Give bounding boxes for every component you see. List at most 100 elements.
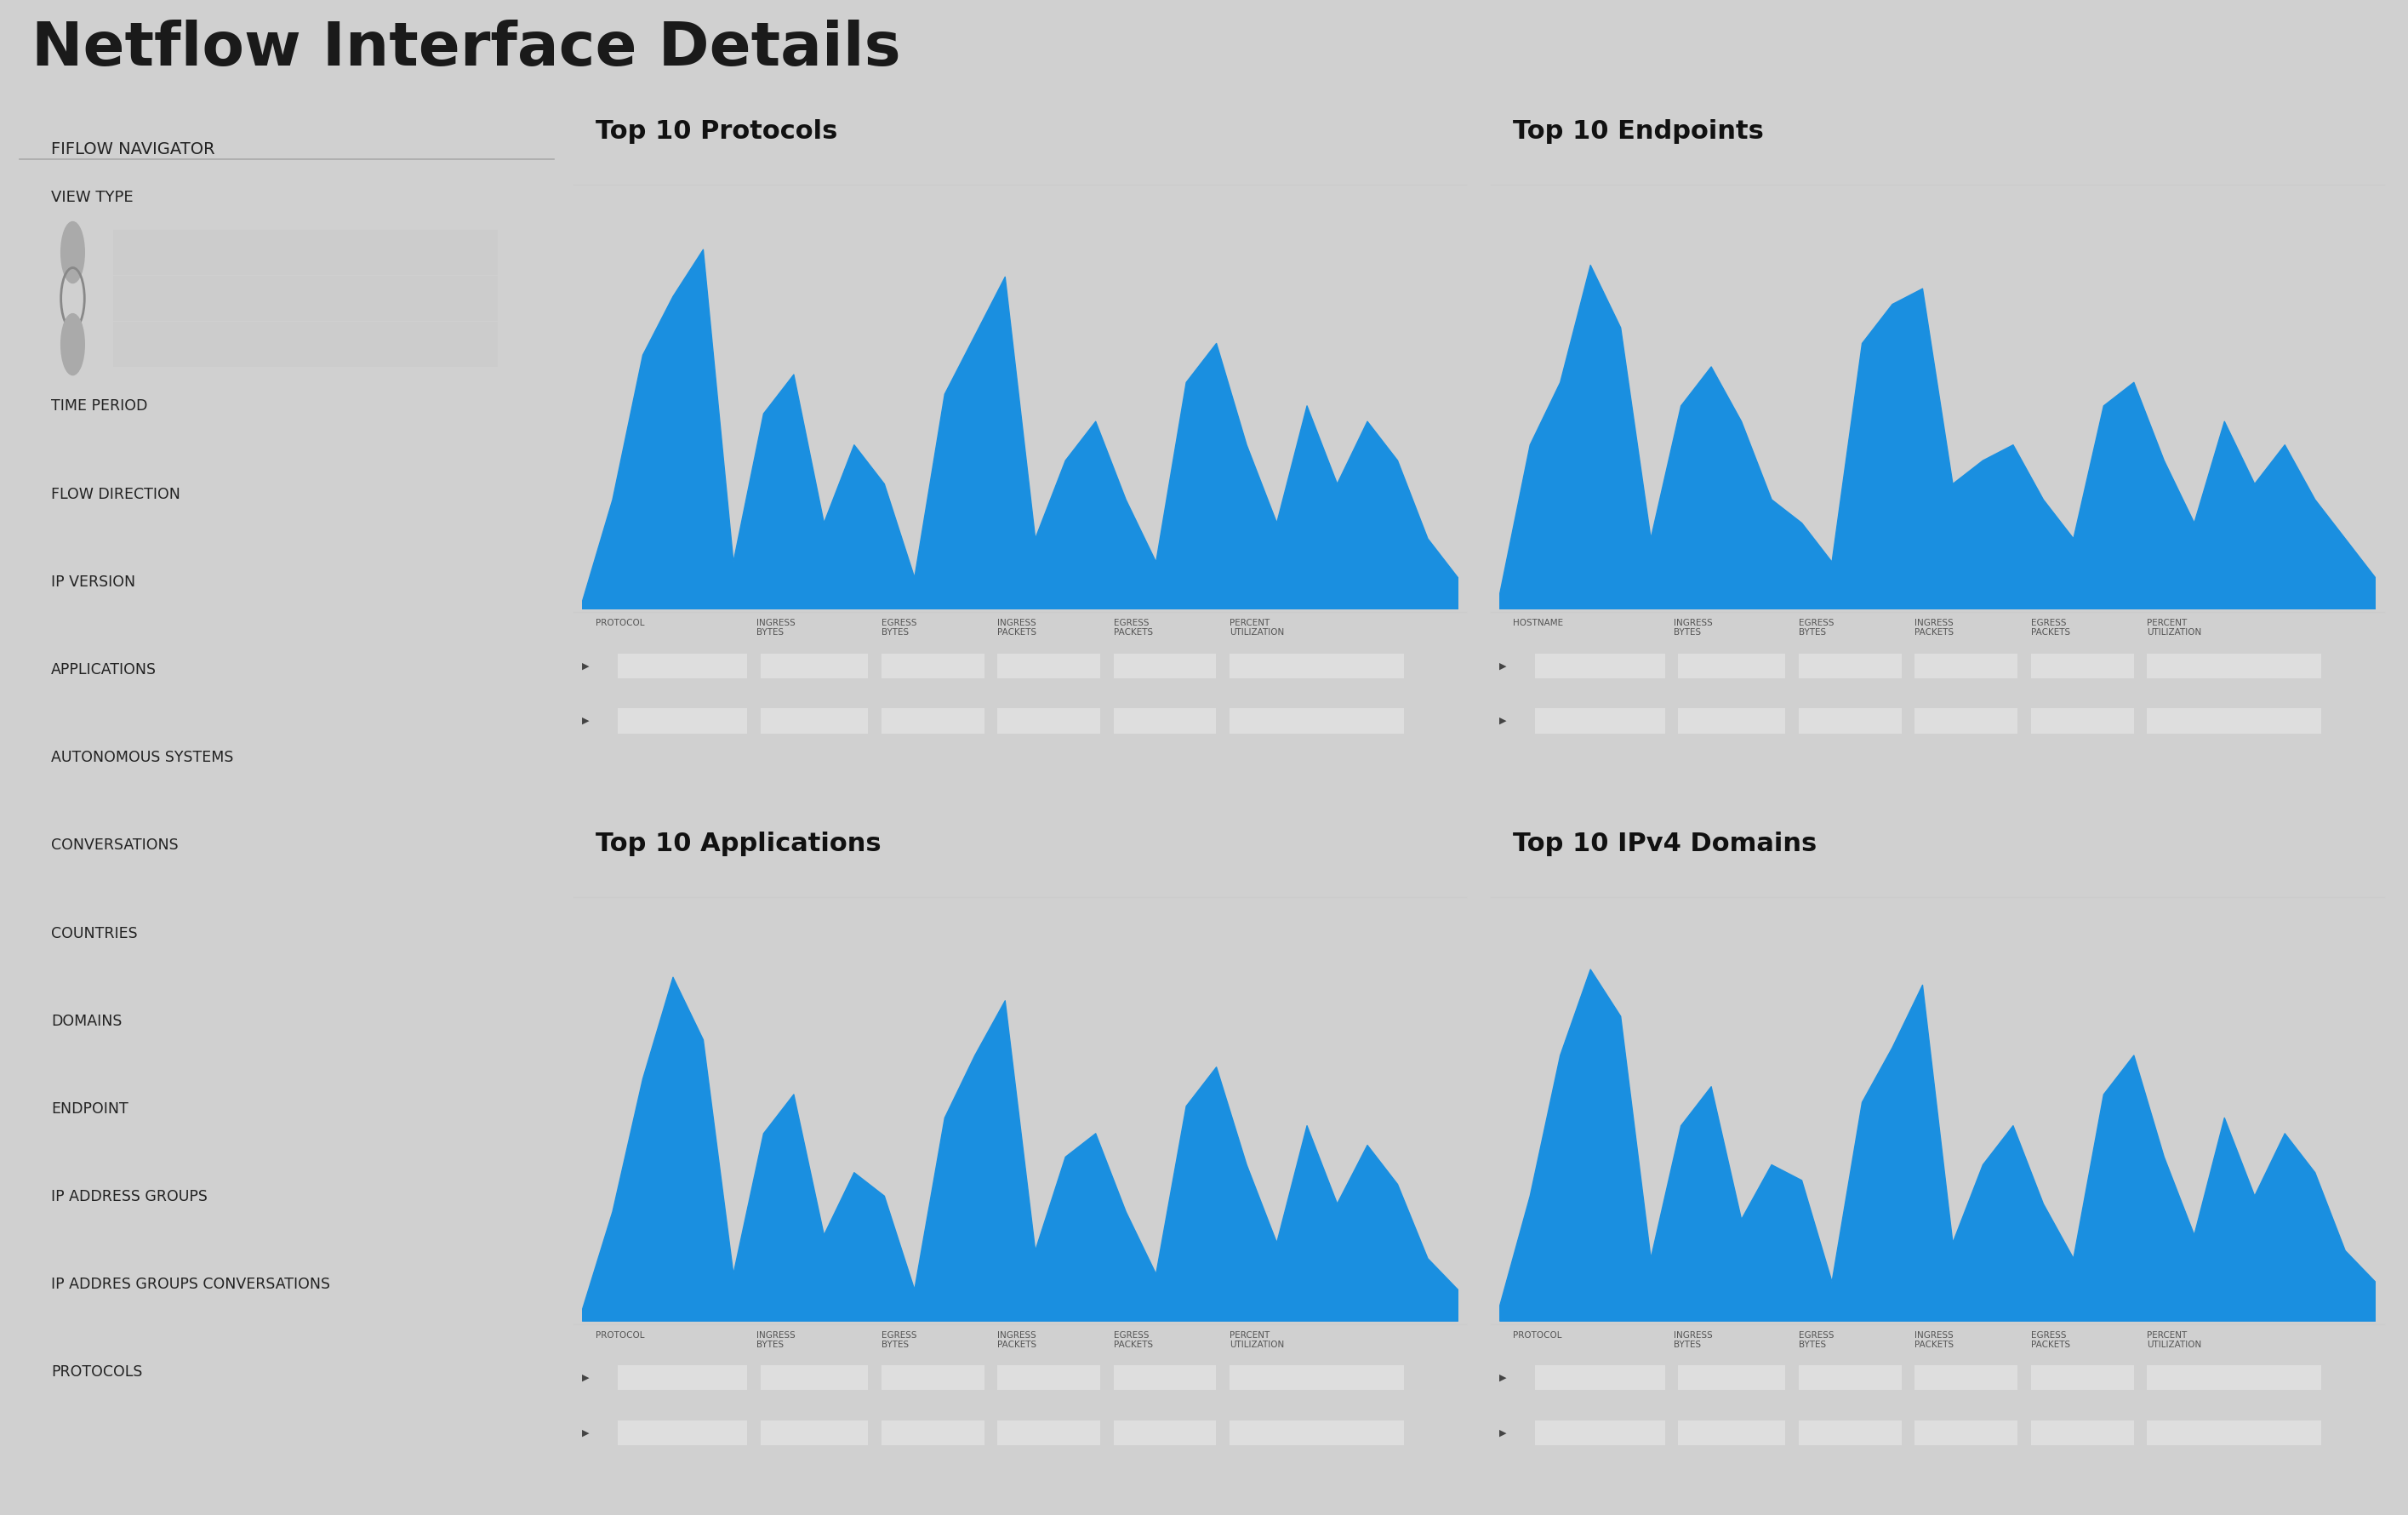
FancyBboxPatch shape — [1799, 1421, 1902, 1445]
Text: COUNTRIES: COUNTRIES — [51, 926, 137, 941]
FancyBboxPatch shape — [619, 709, 746, 733]
FancyBboxPatch shape — [1678, 653, 1784, 679]
FancyBboxPatch shape — [1230, 709, 1404, 733]
FancyBboxPatch shape — [1678, 709, 1784, 733]
Text: PROTOCOL: PROTOCOL — [1512, 1332, 1563, 1339]
Text: AUTONOMOUS SYSTEMS: AUTONOMOUS SYSTEMS — [51, 750, 234, 765]
FancyBboxPatch shape — [2030, 1365, 2133, 1391]
FancyBboxPatch shape — [761, 1365, 867, 1391]
FancyBboxPatch shape — [2148, 1421, 2321, 1445]
Text: ▶: ▶ — [1500, 1429, 1507, 1438]
FancyBboxPatch shape — [619, 1421, 746, 1445]
Text: EGRESS
PACKETS: EGRESS PACKETS — [2030, 620, 2071, 636]
Text: IP ADDRES GROUPS CONVERSATIONS: IP ADDRES GROUPS CONVERSATIONS — [51, 1277, 330, 1292]
Text: EGRESS
BYTES: EGRESS BYTES — [881, 1332, 917, 1348]
Text: CONVERSATIONS: CONVERSATIONS — [51, 838, 178, 853]
Text: ▶: ▶ — [583, 717, 590, 726]
FancyBboxPatch shape — [113, 276, 498, 321]
Text: HOSTNAME: HOSTNAME — [1512, 620, 1563, 627]
FancyBboxPatch shape — [1678, 1365, 1784, 1391]
Text: APPLICATIONS: APPLICATIONS — [51, 662, 157, 677]
FancyBboxPatch shape — [997, 653, 1100, 679]
Text: INGRESS
PACKETS: INGRESS PACKETS — [997, 620, 1038, 636]
Text: PERCENT
UTILIZATION: PERCENT UTILIZATION — [1230, 1332, 1283, 1348]
Text: PROTOCOL: PROTOCOL — [595, 620, 645, 627]
FancyBboxPatch shape — [997, 709, 1100, 733]
Text: ▶: ▶ — [1500, 1374, 1507, 1382]
FancyBboxPatch shape — [997, 1365, 1100, 1391]
Text: ▶: ▶ — [1500, 717, 1507, 726]
Text: ▶: ▶ — [1500, 662, 1507, 670]
FancyBboxPatch shape — [1112, 1421, 1216, 1445]
Text: INGRESS
PACKETS: INGRESS PACKETS — [997, 1332, 1038, 1348]
Text: Top 10 Endpoints: Top 10 Endpoints — [1512, 120, 1763, 144]
Text: ▶: ▶ — [583, 1429, 590, 1438]
Circle shape — [60, 221, 84, 283]
Circle shape — [60, 314, 84, 376]
FancyBboxPatch shape — [1914, 709, 2018, 733]
FancyBboxPatch shape — [1799, 653, 1902, 679]
FancyBboxPatch shape — [1799, 1365, 1902, 1391]
FancyBboxPatch shape — [2148, 1365, 2321, 1391]
Text: INGRESS
BYTES: INGRESS BYTES — [756, 1332, 795, 1348]
Text: PERCENT
UTILIZATION: PERCENT UTILIZATION — [1230, 620, 1283, 636]
Text: Top 10 IPv4 Domains: Top 10 IPv4 Domains — [1512, 832, 1818, 856]
FancyBboxPatch shape — [2030, 653, 2133, 679]
FancyBboxPatch shape — [1230, 1365, 1404, 1391]
Text: INGRESS
BYTES: INGRESS BYTES — [756, 620, 795, 636]
FancyBboxPatch shape — [881, 1365, 985, 1391]
FancyBboxPatch shape — [2148, 653, 2321, 679]
FancyBboxPatch shape — [1914, 1421, 2018, 1445]
FancyBboxPatch shape — [1678, 1421, 1784, 1445]
FancyBboxPatch shape — [997, 1421, 1100, 1445]
Text: INGRESS
BYTES: INGRESS BYTES — [1674, 1332, 1712, 1348]
Text: EGRESS
PACKETS: EGRESS PACKETS — [2030, 1332, 2071, 1348]
Text: Top 10 Protocols: Top 10 Protocols — [595, 120, 838, 144]
Text: Netflow Interface Details: Netflow Interface Details — [31, 20, 901, 79]
FancyBboxPatch shape — [1914, 1365, 2018, 1391]
FancyBboxPatch shape — [1230, 653, 1404, 679]
Text: Top 10 Applications: Top 10 Applications — [595, 832, 881, 856]
FancyBboxPatch shape — [1112, 653, 1216, 679]
Text: FIFLOW NAVIGATOR: FIFLOW NAVIGATOR — [51, 141, 214, 158]
FancyBboxPatch shape — [2148, 709, 2321, 733]
FancyBboxPatch shape — [1536, 653, 1664, 679]
FancyBboxPatch shape — [1536, 1365, 1664, 1391]
FancyBboxPatch shape — [619, 653, 746, 679]
FancyBboxPatch shape — [113, 323, 498, 367]
FancyBboxPatch shape — [761, 709, 867, 733]
Text: VIEW TYPE: VIEW TYPE — [51, 189, 132, 205]
Text: IP VERSION: IP VERSION — [51, 574, 135, 589]
FancyBboxPatch shape — [881, 1421, 985, 1445]
Text: ▶: ▶ — [583, 662, 590, 670]
Text: EGRESS
BYTES: EGRESS BYTES — [1799, 1332, 1835, 1348]
Text: PROTOCOL: PROTOCOL — [595, 1332, 645, 1339]
FancyBboxPatch shape — [2030, 1421, 2133, 1445]
FancyBboxPatch shape — [1914, 653, 2018, 679]
Text: EGRESS
BYTES: EGRESS BYTES — [1799, 620, 1835, 636]
Text: EGRESS
PACKETS: EGRESS PACKETS — [1112, 1332, 1153, 1348]
Text: ▶: ▶ — [583, 1374, 590, 1382]
Text: PERCENT
UTILIZATION: PERCENT UTILIZATION — [2148, 1332, 2201, 1348]
FancyBboxPatch shape — [1536, 1421, 1664, 1445]
FancyBboxPatch shape — [619, 1365, 746, 1391]
Text: IP ADDRESS GROUPS: IP ADDRESS GROUPS — [51, 1189, 207, 1204]
FancyBboxPatch shape — [1230, 1421, 1404, 1445]
FancyBboxPatch shape — [1536, 709, 1664, 733]
Text: EGRESS
BYTES: EGRESS BYTES — [881, 620, 917, 636]
FancyBboxPatch shape — [1799, 709, 1902, 733]
Text: ENDPOINT: ENDPOINT — [51, 1101, 128, 1117]
FancyBboxPatch shape — [1112, 709, 1216, 733]
Text: EGRESS
PACKETS: EGRESS PACKETS — [1112, 620, 1153, 636]
FancyBboxPatch shape — [761, 1421, 867, 1445]
Text: INGRESS
PACKETS: INGRESS PACKETS — [1914, 620, 1955, 636]
Text: INGRESS
PACKETS: INGRESS PACKETS — [1914, 1332, 1955, 1348]
Text: PERCENT
UTILIZATION: PERCENT UTILIZATION — [2148, 620, 2201, 636]
Text: PROTOCOLS: PROTOCOLS — [51, 1365, 142, 1380]
Text: DOMAINS: DOMAINS — [51, 1014, 123, 1029]
FancyBboxPatch shape — [881, 709, 985, 733]
FancyBboxPatch shape — [2030, 709, 2133, 733]
FancyBboxPatch shape — [881, 653, 985, 679]
FancyBboxPatch shape — [113, 230, 498, 274]
FancyBboxPatch shape — [1112, 1365, 1216, 1391]
